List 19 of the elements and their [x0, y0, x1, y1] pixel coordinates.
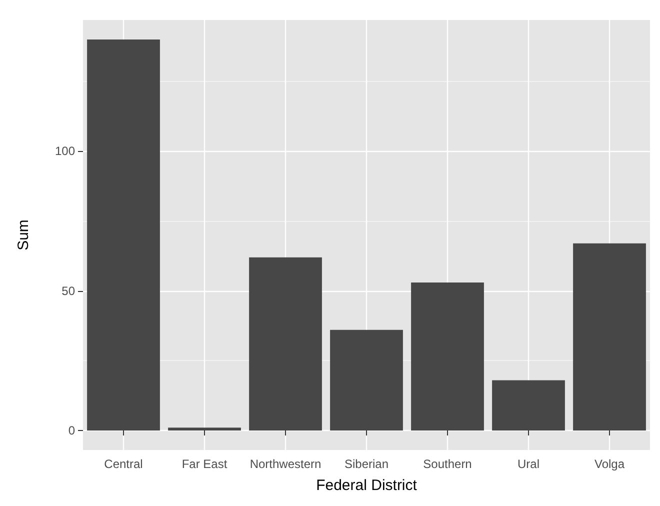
y-axis-title: Sum [15, 220, 32, 250]
x-tick-label: Volga [594, 457, 625, 471]
x-tick-label: Northwestern [250, 457, 322, 471]
x-tick-label: Ural [517, 457, 540, 471]
bar [168, 428, 241, 430]
x-tick-label: Southern [423, 457, 472, 471]
x-axis-title: Federal District [316, 477, 418, 494]
y-tick-label: 50 [62, 284, 76, 298]
y-tick-label: 100 [54, 144, 76, 158]
x-tick-label: Siberian [344, 457, 389, 471]
x-tick-label: Far East [182, 457, 228, 471]
bar [573, 243, 646, 430]
bar [87, 40, 160, 430]
bar [411, 282, 484, 430]
bar [492, 380, 565, 430]
bar [249, 257, 322, 430]
y-tick-label: 0 [68, 423, 76, 438]
x-tick-label: Central [104, 457, 143, 471]
bar [330, 330, 403, 430]
